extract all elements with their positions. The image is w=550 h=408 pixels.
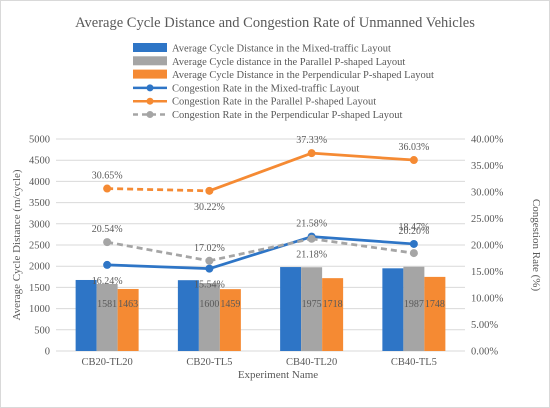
line-segment-congestion-rate-in-the-mixed-traffic-layout-2 [311,235,414,246]
bar-average-cycle-distance-in-the-mixed-traffic-layout-cb40-tl20 [280,267,302,351]
y-tick-5000: 5000 [29,135,50,146]
line-segment-congestion-rate-in-the-parallel-p-shaped-layout-0 [107,187,210,193]
bar-average-cycle-distance-in-the-perpendicular-p-shaped-layout-cb20-tl5 [219,289,241,351]
y2-tick-25-00: 25.00% [471,214,504,225]
data-labels: 1581 1600 1975 1987 1463 1459 1718 1748 16.24% 15… [92,135,445,310]
line-segment-congestion-rate-in-the-mixed-traffic-layout-0 [107,263,210,271]
y2-tick-35-00: 35.00% [471,161,504,172]
y2-tick-40-00: 40.00% [471,135,504,146]
x-tick-cb20-tl5: CB20-TL5 [186,357,232,368]
bar-average-cycle-distance-in-the-mixed-traffic-layout-cb20-tl5 [177,280,199,351]
bar-label-average-cycle-distance-in-the-perpendicular-p-shaped-layout-cb20-tl20: 1463 [118,299,138,310]
bar-average-cycle-distance-in-the-perpendicular-p-shaped-layout-cb40-tl20 [322,278,344,351]
point-congestion-rate-in-the-perpendicular-p-shaped-layout-cb40-tl20 [307,234,316,243]
rate-label-congestion-rate-in-the-perpendicular-p-shaped-layout-cb20-tl5: 17.02% [194,243,225,254]
y-tick-1500: 1500 [29,283,50,294]
legend-label-average-cycle-distance-in-the-mixed-traffic-layout: Average Cycle Distance in the Mixed-traf… [172,44,391,55]
point-congestion-rate-in-the-mixed-traffic-layout-cb20-tl5 [205,264,214,273]
bar-average-cycle-distance-in-the-perpendicular-p-shaped-layout-cb40-tl5 [424,276,446,351]
x-axis-title: Experiment Name [238,369,318,381]
point-congestion-rate-in-the-mixed-traffic-layout-cb20-tl20 [103,260,112,269]
y2-tick-5-00: 5.00% [471,320,498,331]
legend-label-average-cycle-distance-in-the-parallel-p-shaped-layout: Average Cycle distance in the Parallel P… [172,57,405,68]
legend-swatch-average-cycle-distance-in-the-parallel-p-shaped-layout [133,56,167,66]
y2-tick-30-00: 30.00% [471,188,504,199]
x-tick-cb40-tl5: CB40-TL5 [391,357,437,368]
y-axis-title: Average Cycle Distance (m/cycle) [11,169,23,320]
legend-marker-congestion-rate-in-the-parallel-p-shaped-layout [146,97,154,105]
point-congestion-rate-in-the-parallel-p-shaped-layout-cb40-tl5 [409,156,418,165]
legend-marker-congestion-rate-in-the-mixed-traffic-layout [146,84,154,92]
y-tick-3500: 3500 [29,198,50,209]
line-segment-congestion-rate-in-the-perpendicular-p-shaped-layout-1 [209,237,312,263]
chart-title: Average Cycle Distance and Congestion Ra… [75,15,475,31]
legend-swatch-average-cycle-distance-in-the-mixed-traffic-layout [133,43,167,52]
rate-label-congestion-rate-in-the-mixed-traffic-layout-cb20-tl5: 15.54% [194,280,225,291]
legend-label-congestion-rate-in-the-parallel-p-shaped-layout: Congestion Rate in the Parallel P-shaped… [172,97,376,108]
bar-label-average-cycle-distance-in-the-perpendicular-p-shaped-layout-cb40-tl20: 1718 [323,299,343,310]
bar-average-cycle-distance-in-the-perpendicular-p-shaped-layout-cb20-tl20 [117,288,139,351]
rate-label-congestion-rate-in-the-parallel-p-shaped-layout-cb20-tl20: 30.65% [92,171,123,182]
y-tick-3000: 3000 [29,219,50,230]
legend-swatch-average-cycle-distance-in-the-perpendicular-p-shaped-layout [133,69,167,79]
bar-average-cycle-distance-in-the-parallel-p-shaped-layout-cb20-tl5 [198,283,220,351]
bar-label-average-cycle-distance-in-the-parallel-p-shaped-layout-cb40-tl5: 1987 [404,299,424,310]
point-congestion-rate-in-the-parallel-p-shaped-layout-cb20-tl5 [205,186,214,195]
point-congestion-rate-in-the-perpendicular-p-shaped-layout-cb40-tl5 [409,249,418,258]
y-tick-2000: 2000 [29,262,50,273]
y2-tick-15-00: 15.00% [471,267,504,278]
x-tick-cb40-tl20: CB40-TL20 [286,357,337,368]
point-congestion-rate-in-the-mixed-traffic-layout-cb40-tl5 [409,239,418,248]
point-congestion-rate-in-the-parallel-p-shaped-layout-cb40-tl20 [307,149,316,158]
point-congestion-rate-in-the-parallel-p-shaped-layout-cb20-tl20 [103,184,112,193]
rate-label-congestion-rate-in-the-mixed-traffic-layout-cb20-tl20: 16.24% [92,276,123,287]
rate-lines [103,149,418,273]
rate-label-congestion-rate-in-the-parallel-p-shaped-layout-cb40-tl5: 36.03% [398,142,429,153]
rate-label-congestion-rate-in-the-perpendicular-p-shaped-layout-cb40-tl5: 18.47% [398,222,429,233]
axes: 0 500 1000 1500 2000 2500 3000 3500 4000 4500 5000… [29,135,504,369]
y2-tick-10-00: 10.00% [471,294,504,305]
y2-tick-20-00: 20.00% [471,241,504,252]
legend: Average Cycle Distance in the Mixed-traf… [133,43,434,121]
bar-average-cycle-distance-in-the-parallel-p-shaped-layout-cb20-tl20 [96,283,118,351]
legend-label-average-cycle-distance-in-the-perpendicular-p-shaped-layout: Average Cycle Distance in the Perpendicu… [172,70,434,81]
bar-label-average-cycle-distance-in-the-parallel-p-shaped-layout-cb40-tl20: 1975 [302,299,322,310]
y-tick-2500: 2500 [29,241,50,252]
y-tick-1000: 1000 [29,304,50,315]
y-tick-500: 500 [34,325,50,336]
line-segment-congestion-rate-in-the-parallel-p-shaped-layout-1 [208,151,313,193]
rate-label-congestion-rate-in-the-mixed-traffic-layout-cb40-tl20: 21.58% [296,219,327,230]
line-segment-congestion-rate-in-the-parallel-p-shaped-layout-2 [311,151,414,162]
legend-label-congestion-rate-in-the-perpendicular-p-shaped-layout: Congestion Rate in the Perpendicular P-s… [172,110,402,121]
y-tick-4000: 4000 [29,177,50,188]
y-tick-4500: 4500 [29,156,50,167]
rate-label-congestion-rate-in-the-parallel-p-shaped-layout-cb20-tl5: 30.22% [194,202,225,213]
rate-label-congestion-rate-in-the-mixed-traffic-layout-cb40-tl5: 20.20% [398,226,429,237]
y2-tick-0-00: 0.00% [471,347,498,358]
rate-label-congestion-rate-in-the-parallel-p-shaped-layout-cb40-tl20: 37.33% [296,135,327,146]
bar-average-cycle-distance-in-the-mixed-traffic-layout-cb20-tl20 [75,279,97,351]
rate-label-congestion-rate-in-the-perpendicular-p-shaped-layout-cb20-tl20: 20.54% [92,224,123,235]
point-congestion-rate-in-the-perpendicular-p-shaped-layout-cb20-tl5 [205,256,214,265]
line-segment-congestion-rate-in-the-perpendicular-p-shaped-layout-2 [311,237,415,255]
rate-label-congestion-rate-in-the-perpendicular-p-shaped-layout-cb40-tl20: 21.18% [296,250,327,261]
bars [75,266,446,351]
bar-label-average-cycle-distance-in-the-parallel-p-shaped-layout-cb20-tl5: 1600 [199,299,219,310]
x-tick-cb20-tl20: CB20-TL20 [81,357,132,368]
bar-label-average-cycle-distance-in-the-perpendicular-p-shaped-layout-cb40-tl5: 1748 [425,299,445,310]
bar-average-cycle-distance-in-the-parallel-p-shaped-layout-cb40-tl20 [301,267,323,351]
y-tick-0: 0 [45,347,50,358]
y2-axis-title: Congestion Rate (%) [530,199,542,292]
legend-label-congestion-rate-in-the-mixed-traffic-layout: Congestion Rate in the Mixed-traffic Lay… [172,83,359,94]
line-segment-congestion-rate-in-the-mixed-traffic-layout-1 [208,235,313,270]
line-segment-congestion-rate-in-the-perpendicular-p-shaped-layout-0 [106,240,210,263]
bar-label-average-cycle-distance-in-the-perpendicular-p-shaped-layout-cb20-tl5: 1459 [220,299,240,310]
legend-marker-congestion-rate-in-the-perpendicular-p-shaped-layout [146,111,154,118]
bar-label-average-cycle-distance-in-the-parallel-p-shaped-layout-cb20-tl20: 1581 [97,299,117,310]
bar-average-cycle-distance-in-the-parallel-p-shaped-layout-cb40-tl5 [403,266,425,351]
bar-average-cycle-distance-in-the-mixed-traffic-layout-cb40-tl5 [382,268,404,351]
point-congestion-rate-in-the-perpendicular-p-shaped-layout-cb20-tl20 [103,238,112,247]
